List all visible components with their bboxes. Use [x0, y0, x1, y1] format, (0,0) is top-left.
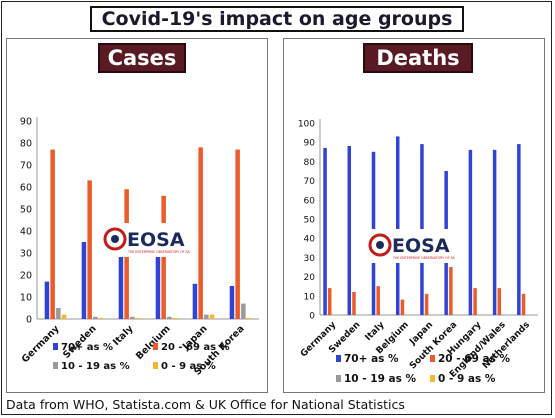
- bar: [376, 286, 380, 315]
- bar: [61, 314, 67, 319]
- legend: 70+ as % 20 - 69 as % 10 - 19 as % 0 - 9 as…: [336, 353, 511, 385]
- bar: [241, 303, 246, 319]
- bar: [81, 242, 87, 319]
- deaths-title: Deaths: [363, 43, 473, 73]
- bar: [204, 314, 209, 319]
- logo-ring-icon: [103, 227, 127, 251]
- bar: [235, 149, 240, 319]
- y-tick-label: 0: [309, 312, 315, 322]
- bar: [323, 147, 327, 315]
- y-tick-label: 50: [304, 216, 316, 226]
- source-footer: Data from WHO, Statista.com & UK Office …: [6, 397, 405, 412]
- y-tick-label: 10: [304, 292, 316, 302]
- legend-swatch: [430, 355, 435, 362]
- y-tick-label: 90: [304, 139, 316, 149]
- bar: [395, 136, 400, 315]
- y-tick-label: 60: [304, 196, 316, 206]
- bar: [118, 233, 124, 319]
- y-tick-label: 100: [298, 120, 315, 130]
- legend-label: 0 - 9 as %: [438, 373, 496, 385]
- bar: [50, 149, 55, 319]
- y-tick-label: 70: [20, 161, 32, 172]
- legend: 70+ as % 20 - 69 as % 10 - 19 as % 0 - 9 as…: [53, 342, 230, 372]
- bar: [93, 316, 98, 319]
- y-tick-label: 80: [20, 139, 32, 150]
- bar: [44, 281, 50, 319]
- y-tick-label: 40: [20, 227, 32, 238]
- y-tick-label: 30: [20, 249, 32, 260]
- logo-text: EOSA: [127, 229, 185, 251]
- y-tick-label: 40: [304, 235, 316, 245]
- cases-title: Cases: [98, 43, 186, 73]
- logo-ring-icon: [368, 233, 392, 257]
- y-tick-label: 50: [20, 205, 32, 216]
- y-tick-label: 0: [26, 315, 32, 326]
- y-tick-label: 10: [20, 293, 32, 304]
- bar: [352, 291, 356, 315]
- legend-swatch: [153, 362, 158, 369]
- bar: [130, 316, 135, 319]
- legend-label: 10 - 19 as %: [61, 361, 130, 372]
- legend-swatch: [430, 375, 435, 382]
- bar: [497, 288, 502, 315]
- y-tick-label: 70: [304, 177, 316, 187]
- bar: [328, 288, 332, 315]
- bar: [172, 317, 178, 319]
- y-tick-label: 80: [304, 158, 316, 168]
- legend-label: 70+ as %: [61, 342, 113, 353]
- bar: [492, 149, 497, 315]
- logo-tagline: THE ENTERPRISE OBSERVATORY OF SA: [127, 250, 191, 254]
- y-tick-label: 20: [304, 273, 316, 283]
- legend-swatch: [53, 362, 58, 369]
- legend-label: 10 - 19 as %: [344, 373, 417, 385]
- y-tick-label: 20: [20, 271, 32, 282]
- legend-label: 0 - 9 as %: [161, 361, 216, 372]
- legend-label: 70+ as %: [344, 353, 399, 365]
- bar: [56, 308, 61, 319]
- legend-label: 20 - 69 as %: [161, 342, 230, 353]
- bar: [209, 314, 215, 319]
- deaths-panel: Deaths 0 10 20 30 40 50 60 70 80 90 100 Germany Swed…: [283, 38, 545, 393]
- bar: [468, 149, 473, 315]
- bar: [449, 267, 453, 315]
- bar: [521, 293, 526, 315]
- bar: [87, 180, 92, 319]
- cases-panel: Cases 0 10 20 30 40 50 60 70 80 90 Germany Sweden It…: [6, 38, 268, 393]
- main-title: Covid-19's impact on age groups: [90, 6, 464, 32]
- bar: [192, 283, 198, 319]
- bar: [167, 316, 172, 319]
- legend-label: 20 - 69 as %: [438, 353, 511, 365]
- bar: [517, 144, 521, 315]
- bar: [424, 293, 429, 315]
- y-tick-label: 30: [304, 254, 316, 264]
- bar: [155, 224, 161, 319]
- y-tick-label: 60: [20, 183, 32, 194]
- bar: [246, 317, 252, 319]
- logo-eye-icon: [376, 241, 384, 249]
- logo-eye-icon: [111, 235, 119, 243]
- bar: [98, 317, 104, 319]
- bar: [161, 195, 166, 319]
- legend-swatch: [53, 343, 58, 350]
- legend-swatch: [336, 355, 341, 362]
- bar: [198, 147, 203, 319]
- bar: [135, 317, 141, 319]
- bar: [473, 288, 477, 315]
- legend-swatch: [153, 343, 158, 350]
- bar: [347, 146, 352, 315]
- category-label: Italy: [111, 323, 136, 348]
- y-tick-label: 90: [20, 117, 32, 128]
- logo-tagline: THE ENTERPRISE OBSERVATORY OF SA: [392, 256, 456, 260]
- bar: [400, 299, 405, 315]
- logo-text: EOSA: [392, 235, 450, 257]
- legend-swatch: [336, 375, 341, 382]
- bar: [229, 286, 235, 319]
